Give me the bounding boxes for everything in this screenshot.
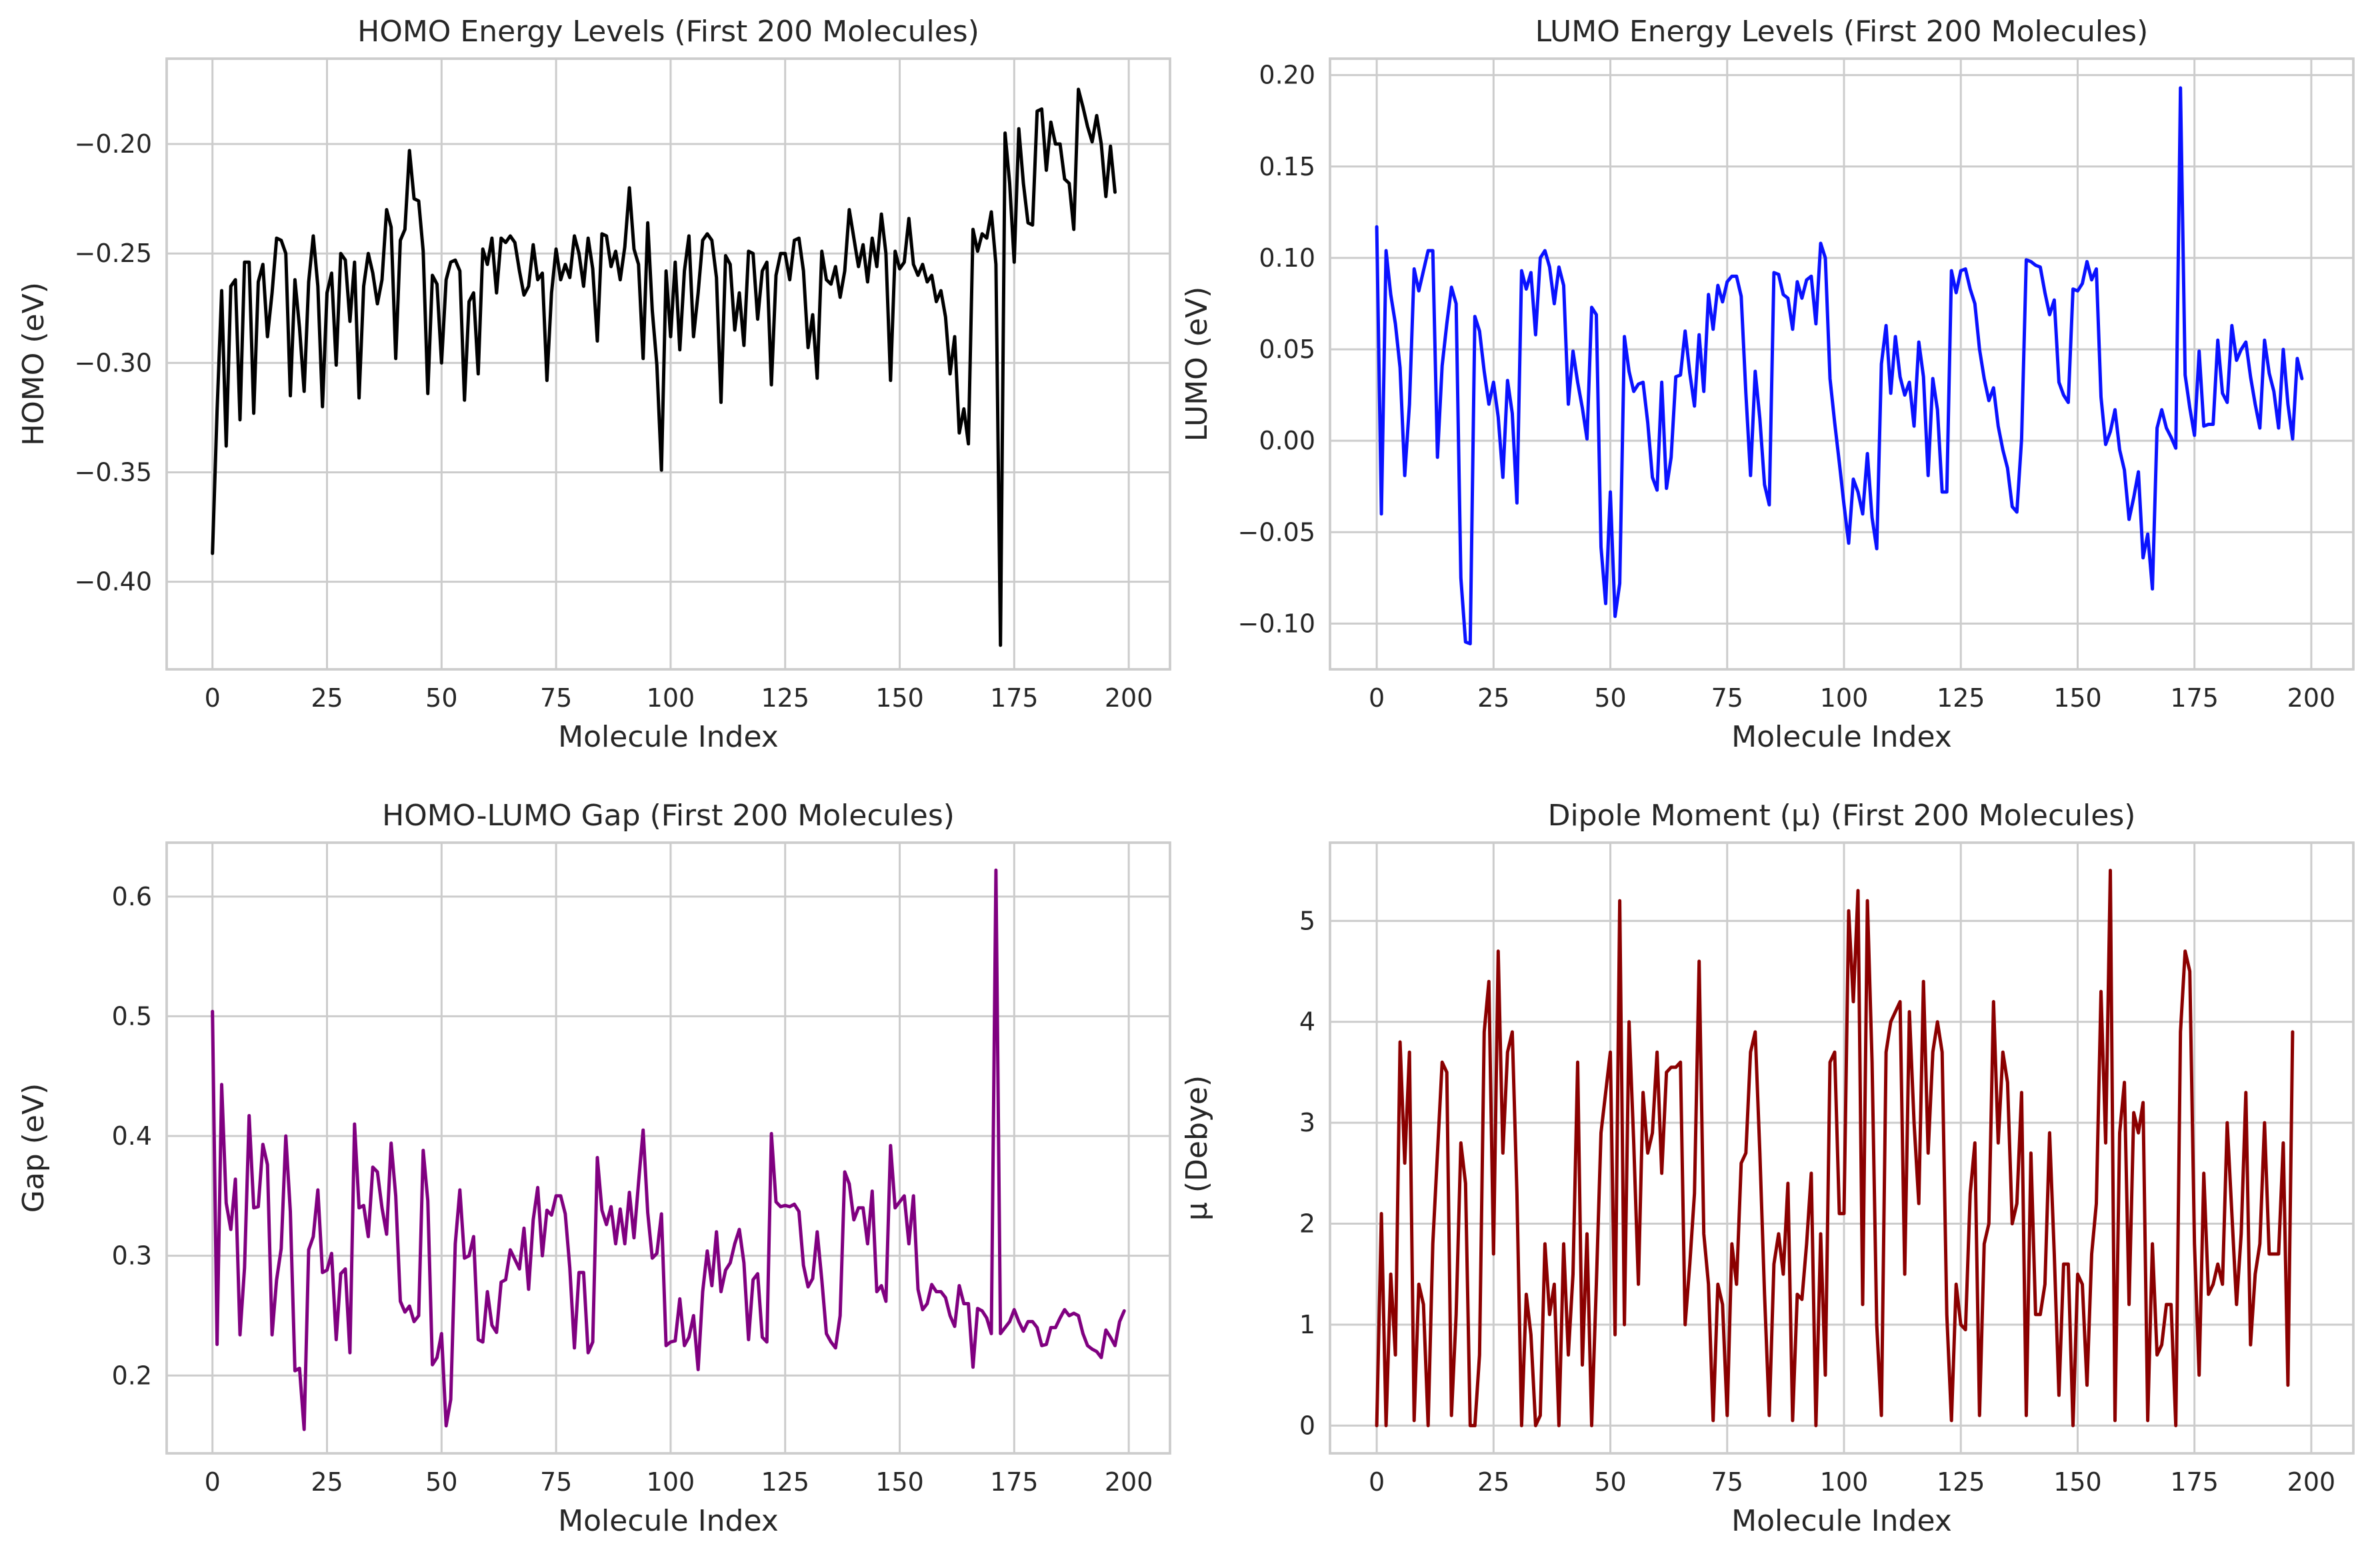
homo-series-line (211, 87, 1117, 647)
gap-frame (165, 841, 1171, 1455)
lumo-ylabel: LUMO (eV) (1180, 287, 1214, 442)
dipole-ytick-label-3: 3 (1299, 1108, 1315, 1137)
dipole-xtick-label-7: 175 (2170, 1467, 2219, 1497)
gap-xtick-label-1: 25 (311, 1467, 343, 1497)
homo-xtick-label-4: 100 (647, 683, 695, 713)
gap-xtick-label-0: 0 (205, 1467, 221, 1497)
dipole-series-line (1375, 869, 2295, 1427)
lumo-xtick-label-7: 175 (2170, 683, 2219, 713)
dipole-xtick-label-5: 125 (1937, 1467, 1985, 1497)
gap-ytick-label-1: 0.3 (112, 1241, 152, 1271)
dipole-title: Dipole Moment (μ) (First 200 Molecules) (1548, 799, 2136, 833)
gap-series-line (211, 868, 1126, 1431)
gap-ytick-label-3: 0.5 (112, 1001, 152, 1031)
gap-ytick-label-0: 0.2 (112, 1361, 152, 1390)
homo-ytick-label-2: −0.30 (75, 348, 152, 377)
lumo-ytick-label-3: 0.05 (1259, 335, 1315, 364)
dipole-ylabel: μ (Debye) (1180, 1075, 1214, 1221)
dipole-xtick-label-2: 50 (1594, 1467, 1626, 1497)
homo-xtick-label-7: 175 (990, 683, 1039, 713)
dipole-xtick-label-3: 75 (1711, 1467, 1743, 1497)
dipole-plot-area (1329, 841, 2355, 1455)
homo-xtick-label-3: 75 (540, 683, 572, 713)
gap-ytick-label-4: 0.6 (112, 882, 152, 911)
lumo-xtick-label-1: 25 (1477, 683, 1509, 713)
homo-ylabel: HOMO (eV) (17, 282, 51, 446)
gap-ylabel: Gap (eV) (17, 1083, 51, 1213)
homo-frame (165, 57, 1171, 671)
gap-xtick-label-2: 50 (425, 1467, 457, 1497)
subplot-homo: 0 25 50 75 100 125 150 175 200 −0.40 −0.35 −0.30 −0.… (17, 15, 1171, 754)
dipole-xtick-label-1: 25 (1477, 1467, 1509, 1497)
homo-xtick-label-6: 150 (875, 683, 924, 713)
dipole-ytick-label-5: 5 (1299, 906, 1315, 935)
homo-xtick-label-5: 125 (761, 683, 809, 713)
gap-xtick-label-7: 175 (990, 1467, 1039, 1497)
homo-ytick-label-0: −0.40 (75, 567, 152, 597)
dipole-ytick-label-2: 2 (1299, 1209, 1315, 1239)
lumo-ytick-label-5: 0.15 (1259, 152, 1315, 181)
lumo-xtick-label-8: 200 (2287, 683, 2336, 713)
lumo-ytick-label-4: 0.10 (1259, 243, 1315, 273)
lumo-xtick-label-6: 150 (2053, 683, 2102, 713)
gap-xtick-label-8: 200 (1105, 1467, 1153, 1497)
lumo-title: LUMO Energy Levels (First 200 Molecules) (1535, 15, 2149, 49)
subplot-lumo: 0 25 50 75 100 125 150 175 200 −0.10 −0.05 0.00 0.05… (1180, 15, 2355, 754)
lumo-ytick-label-2: 0.00 (1259, 426, 1315, 455)
homo-ytick-label-3: −0.25 (75, 239, 152, 268)
homo-xlabel: Molecule Index (558, 720, 779, 754)
homo-ytick-label-1: −0.35 (75, 458, 152, 487)
gap-xtick-label-6: 150 (875, 1467, 924, 1497)
lumo-frame (1329, 57, 2355, 671)
subplot-gap: 0 25 50 75 100 125 150 175 200 0.2 0.3 0.4 0.5 0.6 HOM… (17, 799, 1171, 1538)
homo-ytick-label-4: −0.20 (75, 129, 152, 159)
gap-xtick-label-5: 125 (761, 1467, 809, 1497)
lumo-ytick-label-0: −0.10 (1238, 609, 1315, 638)
dipole-frame (1329, 841, 2355, 1455)
lumo-xtick-label-3: 75 (1711, 683, 1743, 713)
lumo-xtick-label-2: 50 (1594, 683, 1626, 713)
lumo-xtick-label-5: 125 (1937, 683, 1985, 713)
gap-title: HOMO-LUMO Gap (First 200 Molecules) (382, 799, 955, 833)
homo-xtick-label-0: 0 (205, 683, 221, 713)
gap-xlabel: Molecule Index (558, 1504, 779, 1538)
subplot-dipole: 0 25 50 75 100 125 150 175 200 0 1 2 3 4 5 Dipole Momen… (1180, 799, 2355, 1538)
dipole-ytick-label-4: 4 (1299, 1007, 1315, 1037)
dipole-xlabel: Molecule Index (1731, 1504, 1952, 1538)
dipole-xtick-label-8: 200 (2287, 1467, 2336, 1497)
lumo-xtick-label-0: 0 (1369, 683, 1385, 713)
homo-xtick-label-2: 50 (425, 683, 457, 713)
lumo-series-line (1375, 86, 2304, 646)
lumo-ytick-label-6: 0.20 (1259, 61, 1315, 90)
dipole-ytick-label-0: 0 (1299, 1411, 1315, 1440)
lumo-xlabel: Molecule Index (1731, 720, 1952, 754)
dipole-ytick-label-1: 1 (1299, 1310, 1315, 1339)
dipole-xtick-label-0: 0 (1369, 1467, 1385, 1497)
gap-xtick-label-4: 100 (647, 1467, 695, 1497)
homo-xtick-label-8: 200 (1105, 683, 1153, 713)
homo-title: HOMO Energy Levels (First 200 Molecules) (357, 15, 979, 49)
lumo-ytick-label-1: −0.05 (1238, 517, 1315, 547)
homo-xtick-label-1: 25 (311, 683, 343, 713)
gap-ytick-label-2: 0.4 (112, 1121, 152, 1151)
dipole-xtick-label-6: 150 (2053, 1467, 2102, 1497)
dipole-xtick-label-4: 100 (1820, 1467, 1869, 1497)
gap-xtick-label-3: 75 (540, 1467, 572, 1497)
lumo-xtick-label-4: 100 (1820, 683, 1869, 713)
